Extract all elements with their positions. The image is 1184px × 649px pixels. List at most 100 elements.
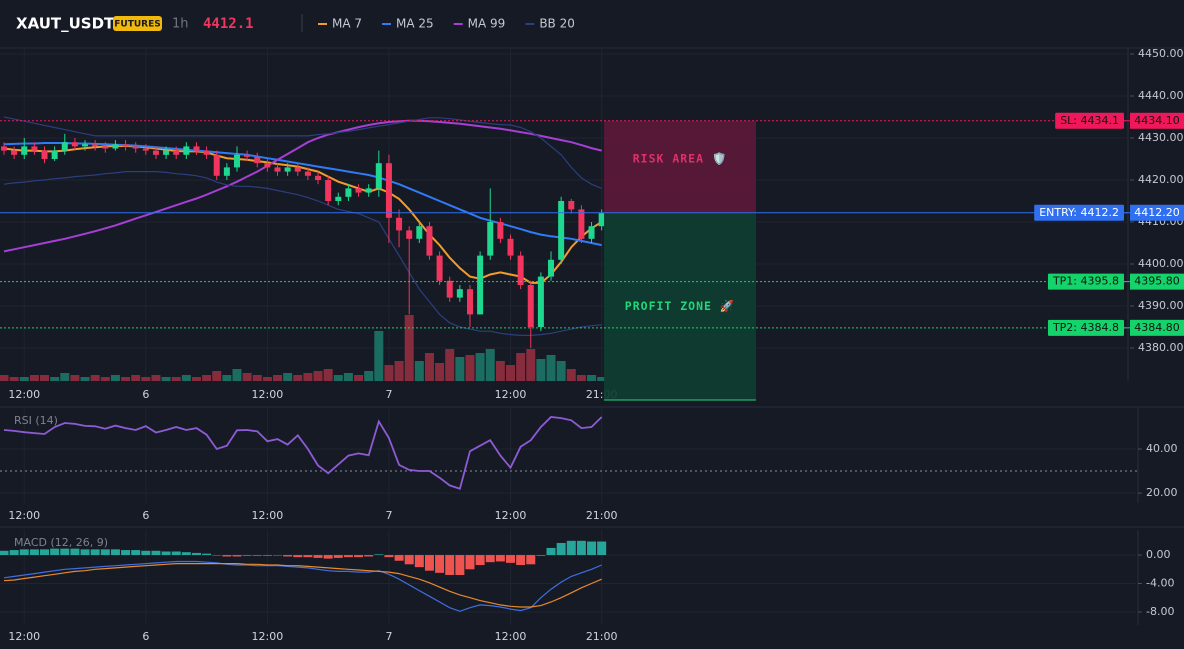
macd-histogram-bar — [202, 553, 212, 556]
volume-bar — [404, 315, 414, 381]
volume-bar — [222, 375, 232, 381]
candle-body — [294, 167, 301, 172]
volume-bar — [242, 373, 252, 381]
volume-bar — [516, 353, 526, 381]
macd-histogram-bar — [131, 550, 141, 556]
macd-histogram-bar — [181, 552, 191, 556]
x-tick-label: 12:00 — [8, 509, 40, 522]
candle-body — [122, 144, 129, 147]
x-tick-label: 12:00 — [252, 388, 284, 401]
candle-body — [315, 175, 322, 180]
level-tag-text: ENTRY: 4412.2 — [1039, 206, 1119, 219]
volume-bar — [262, 377, 272, 381]
y-tick-label: -4.00 — [1146, 577, 1174, 590]
volume-bar — [414, 361, 424, 381]
candle-body — [406, 230, 413, 239]
level-tag-text: SL: 4434.1 — [1060, 114, 1119, 127]
candle-body — [335, 196, 342, 201]
volume-bar — [556, 361, 566, 381]
macd-histogram-bar — [110, 549, 120, 556]
panel-title: MACD (12, 26, 9) — [14, 536, 108, 549]
candle-body — [477, 255, 484, 315]
candle-body — [517, 255, 524, 285]
volume-bar — [50, 377, 60, 381]
macd-histogram-bar — [70, 548, 80, 556]
volume-bar — [70, 375, 80, 381]
candle-body — [446, 280, 453, 298]
macd-histogram-bar — [516, 555, 526, 566]
macd-histogram-bar — [161, 551, 171, 556]
y-tick-label: 20.00 — [1146, 486, 1178, 499]
y-tick-label: 4380.00 — [1138, 341, 1184, 354]
futures-badge — [113, 16, 162, 31]
candle-body — [284, 167, 291, 172]
macd-histogram-bar — [212, 555, 222, 556]
volume-bar — [506, 365, 515, 381]
x-tick-label: 7 — [385, 630, 392, 643]
y-tick-label: 4400.00 — [1138, 257, 1184, 270]
zone — [604, 212, 756, 400]
candle-body — [426, 226, 433, 256]
macd-histogram-bar — [546, 547, 556, 556]
zone — [604, 120, 756, 213]
candle-body — [264, 163, 271, 168]
x-tick-label: 21:00 — [586, 509, 618, 522]
level-tag-text: TP2: 4384.8 — [1052, 321, 1119, 334]
macd-line — [3, 560, 602, 612]
interval: 1h — [172, 17, 189, 32]
candle-body — [578, 209, 585, 239]
macd-histogram-bar — [485, 555, 495, 563]
volume-bar — [283, 373, 293, 381]
candle-body — [304, 171, 311, 176]
candle-body — [11, 150, 18, 155]
volume-bar — [374, 331, 384, 381]
y-tick-label: 40.00 — [1146, 442, 1178, 455]
legend-label: BB 20 — [539, 17, 575, 31]
candle-body — [213, 154, 220, 176]
macd-histogram-bar — [40, 549, 50, 556]
candle-body — [152, 150, 159, 155]
x-tick-label: 12:00 — [8, 388, 40, 401]
volume-bar — [252, 375, 262, 381]
volume-bar — [465, 355, 475, 381]
legend-label: MA 99 — [468, 17, 506, 31]
volume-bar — [121, 377, 131, 381]
volume-bar — [90, 375, 100, 381]
macd-histogram-bar — [364, 555, 374, 557]
volume-bar — [191, 377, 201, 381]
volume-bar — [587, 375, 597, 381]
candle-body — [163, 150, 170, 155]
macd-histogram-bar — [19, 549, 29, 556]
level-tag — [1055, 112, 1124, 129]
macd-histogram-bar — [414, 555, 424, 568]
macd-histogram-bar — [587, 541, 597, 556]
macd-histogram-bar — [455, 555, 465, 575]
macd-histogram-bar — [566, 540, 576, 556]
macd-histogram-bar — [90, 549, 100, 556]
macd-histogram-bar — [536, 555, 546, 556]
x-tick-label: 7 — [385, 509, 392, 522]
macd-histogram-bar — [50, 548, 60, 556]
volume-bar — [80, 377, 90, 381]
zone-label: RISK AREA 🛡️ — [633, 151, 728, 165]
candle-body — [416, 226, 423, 239]
candle-body — [92, 144, 99, 147]
volume-bar — [29, 375, 39, 381]
volume-bar — [161, 377, 171, 381]
y-tick-label: -8.00 — [1146, 605, 1174, 618]
price-tag-text: 4384.80 — [1134, 321, 1180, 334]
level-tag — [1034, 204, 1124, 221]
y-tick-label: 4390.00 — [1138, 299, 1184, 312]
price-tag-text: 4395.80 — [1134, 275, 1180, 288]
volume-bar — [273, 375, 283, 381]
macd-histogram-bar — [374, 554, 384, 556]
volume-bar — [60, 373, 70, 381]
x-tick-label: 6 — [142, 388, 149, 401]
macd-histogram-bar — [141, 550, 151, 556]
volume-bar — [293, 375, 303, 381]
macd-histogram-bar — [343, 555, 353, 558]
candle-body — [31, 146, 38, 151]
